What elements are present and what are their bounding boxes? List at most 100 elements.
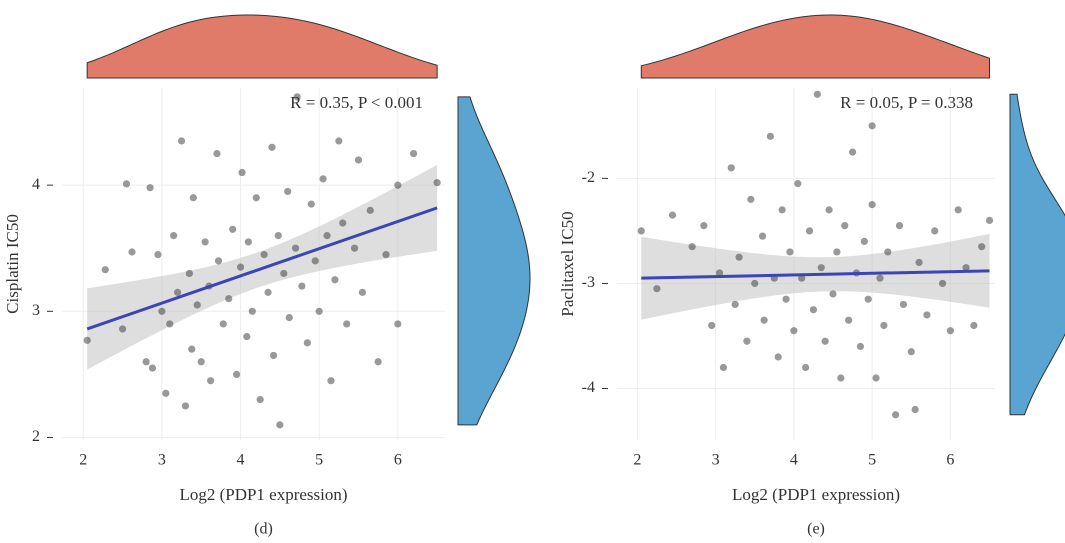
point [264,288,272,296]
point [382,250,390,259]
top-density [640,14,991,79]
x-axis-title: Log2 (PDP1 expression) [732,485,900,504]
point [433,179,441,187]
point [256,396,264,404]
point [923,311,931,319]
point [766,132,774,140]
point [274,232,282,240]
panel-label: (d) [254,521,273,538]
point [848,148,857,156]
point [315,307,323,315]
point [790,327,798,335]
point [868,122,876,130]
point [394,181,402,189]
point [284,187,292,196]
point [201,238,209,246]
point [374,358,382,366]
x-axis-title: Log2 (PDP1 expression) [179,485,347,504]
point [778,206,786,214]
right-density [1009,93,1065,416]
point [911,405,919,414]
point [350,244,359,252]
y-tick-label: 2 [32,428,40,445]
point [731,300,739,309]
point [774,353,782,361]
point [298,282,306,290]
point [864,295,872,303]
point [872,374,880,382]
point [892,411,900,419]
point [727,164,735,172]
point [786,248,794,256]
point [214,257,223,265]
x-tick-label: 4 [237,452,245,469]
point [236,263,245,271]
point [189,194,197,202]
point [715,269,724,277]
point [181,402,190,410]
point [276,421,284,429]
point [653,285,661,293]
point [688,243,696,251]
point [708,321,716,330]
point [954,206,962,214]
x-tick-label: 2 [79,452,87,469]
point [252,194,260,202]
point [821,337,829,345]
x-tick-label: 3 [158,452,166,469]
y-tick-label: 4 [32,176,40,193]
point [177,137,186,145]
point [817,264,825,272]
point [845,316,853,324]
point [354,156,363,164]
point [794,180,802,188]
y-tick-label: -2 [582,169,595,186]
point [837,374,845,382]
point [876,274,884,282]
point [805,227,814,235]
point [166,320,174,328]
point [833,248,841,256]
x-tick-label: 5 [315,452,323,469]
point [174,288,182,296]
right-density [457,96,531,426]
point [311,257,319,265]
fit-line [86,206,438,331]
point [751,279,759,288]
y-axis-title: Paclitaxel IC50 [558,211,577,316]
x-tick-label: 5 [868,452,876,469]
point [142,358,150,366]
point [946,327,954,335]
x-tick-label: 6 [946,452,954,469]
point [907,348,915,356]
point [700,222,708,230]
point [895,222,904,230]
y-tick-label: 3 [32,302,40,319]
point [915,258,923,267]
point [219,320,227,328]
point [719,363,728,372]
point [884,248,892,256]
point [154,250,162,259]
confidence-band [641,233,990,320]
point [323,232,331,240]
point [962,264,970,272]
point [880,321,888,330]
point [170,232,178,240]
fit-line [641,269,990,280]
x-tick-label: 6 [394,452,402,469]
point [158,307,166,315]
point [293,93,301,101]
point [339,219,347,227]
y-tick-label: -4 [582,379,595,396]
point [303,339,311,347]
point [207,377,215,385]
point [743,337,751,345]
point [146,184,154,192]
point [331,276,339,284]
point [269,351,278,360]
point [978,243,986,251]
point [248,307,256,315]
point [931,227,939,235]
